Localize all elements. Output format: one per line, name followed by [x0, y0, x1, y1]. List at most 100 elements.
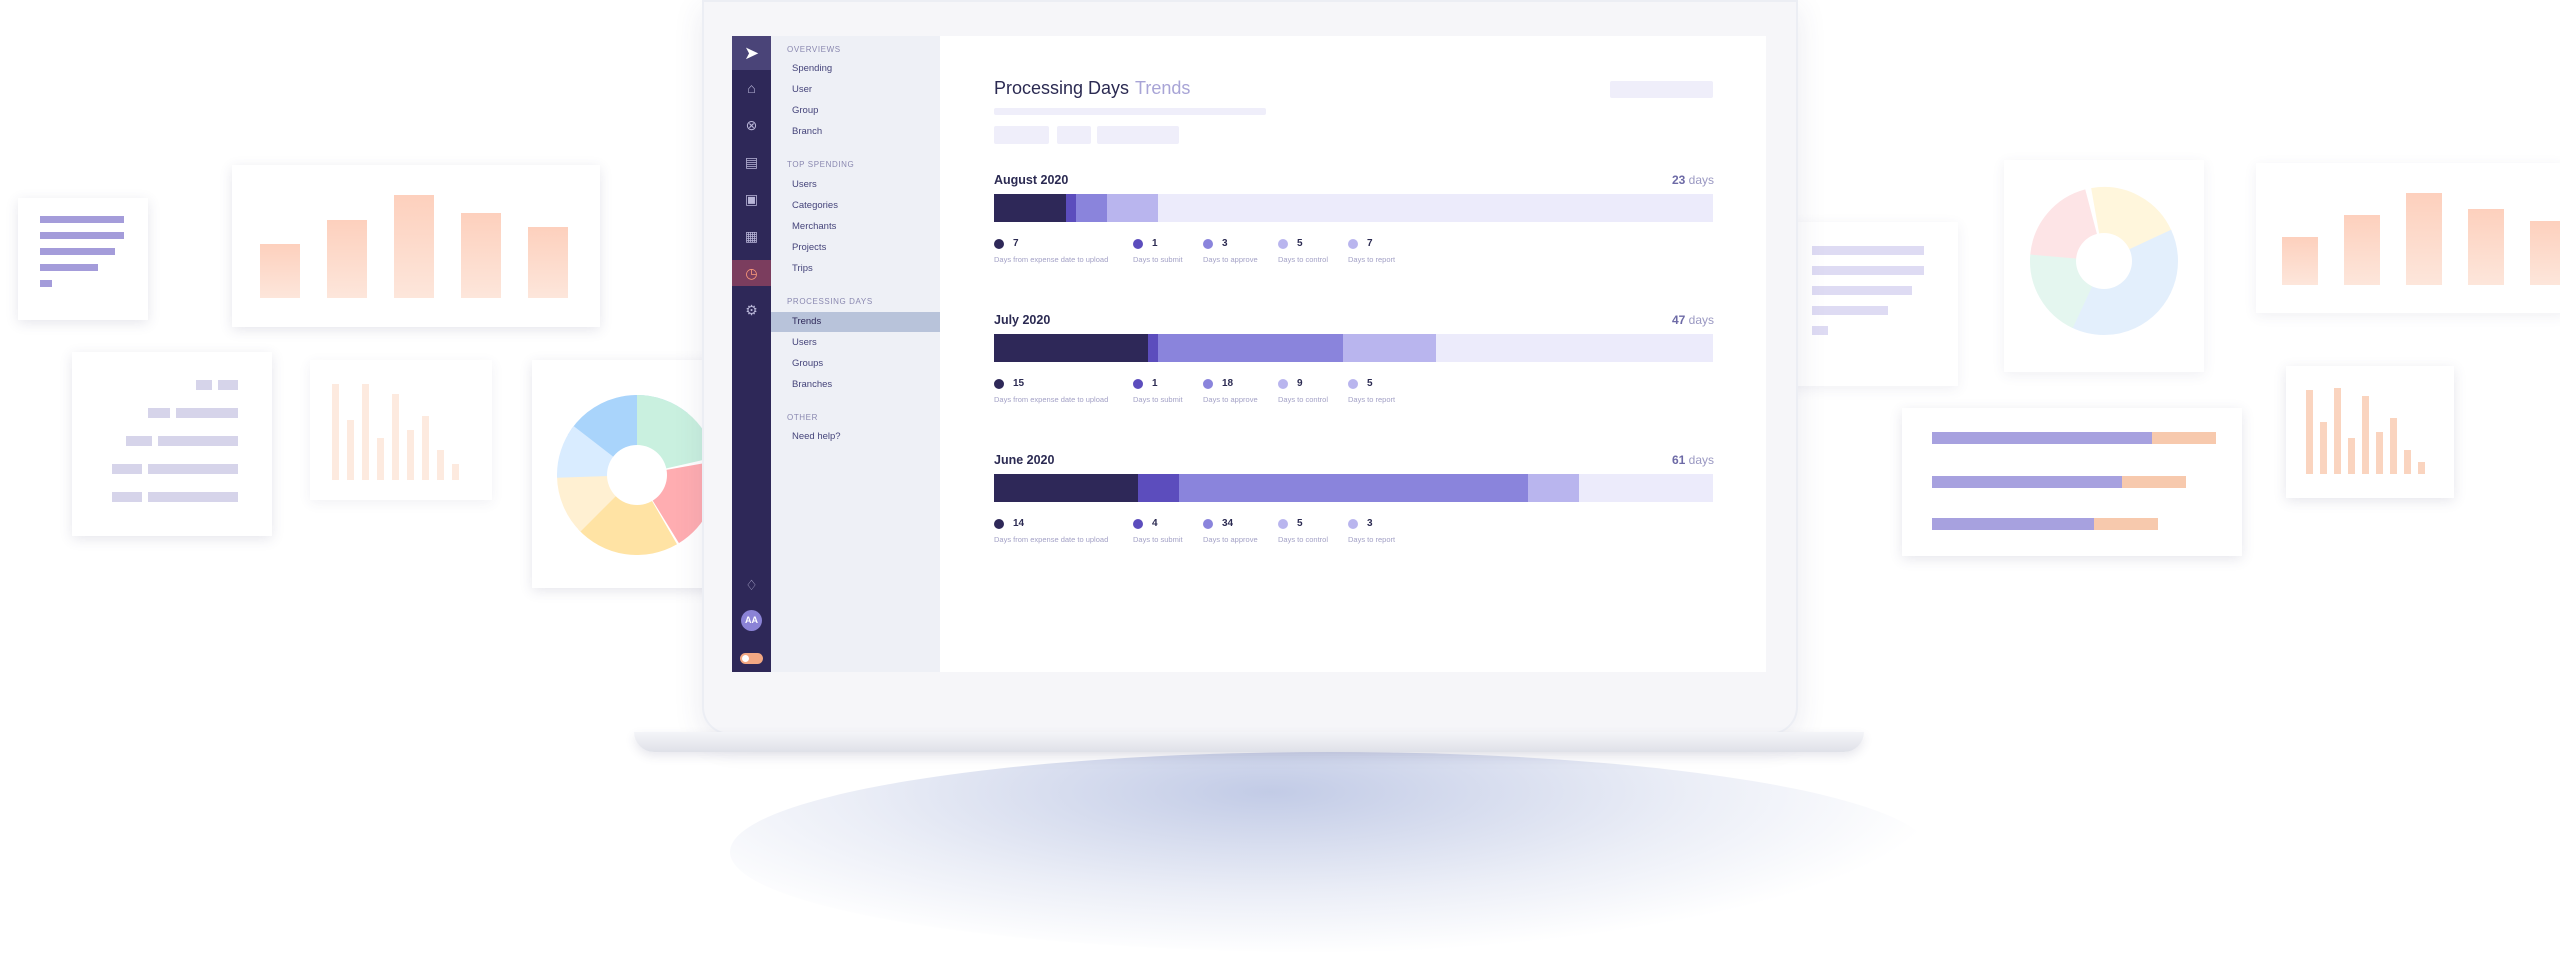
legend-label: Days to control	[1278, 535, 1329, 544]
sidebar-item-categories[interactable]: Categories	[792, 200, 838, 211]
legend-value: 3	[1222, 238, 1228, 249]
legend-label: Days to report	[1348, 255, 1396, 264]
decor-bar-card-right	[2256, 163, 2560, 313]
decor-text-card-right	[1790, 222, 1958, 386]
sidebar-item-user[interactable]: User	[792, 84, 813, 95]
sidebar-item-trends[interactable]: Trends	[771, 312, 940, 332]
theme-toggle[interactable]	[740, 653, 763, 664]
decor-donut-card	[532, 360, 732, 588]
sidebar-item-branch[interactable]: Branch	[792, 126, 823, 137]
month-total-days: 61 days	[1672, 453, 1714, 467]
invoice-icon[interactable]: ▦	[744, 228, 759, 244]
bar-segment[interactable]	[1106, 194, 1159, 222]
legend-dot	[1278, 519, 1288, 529]
gear-icon[interactable]: ⚙	[745, 302, 758, 318]
decor-bar-card	[232, 165, 600, 327]
icon-rail: ➤ ⌂ ⊗ ▤ ▣ ▦ ◷ ⚙ ♢ AA	[732, 36, 771, 672]
placeholder-filter[interactable]	[1610, 81, 1713, 98]
legend-value: 15	[1013, 378, 1025, 389]
sidebar-item-groups[interactable]: Groups	[792, 358, 824, 369]
bar-segment[interactable]	[1528, 474, 1580, 502]
main-content: Processing Days Trends August 2020 23 day…	[940, 36, 1766, 672]
decor-hbar-card	[1902, 408, 2242, 556]
processing-days-bar[interactable]	[994, 194, 1713, 222]
bar-segment[interactable]	[1148, 334, 1159, 362]
legend-label: Days from expense date to upload	[994, 395, 1109, 404]
sidebar-item-users[interactable]: Users	[792, 179, 817, 190]
sidebar-section-title: OTHER	[787, 413, 818, 422]
total-days-unit: days	[1688, 313, 1714, 327]
month-title: August 2020	[994, 173, 1069, 187]
legend-value: 7	[1367, 238, 1373, 249]
placeholder-chip[interactable]	[1057, 126, 1091, 144]
legend-value: 1	[1152, 238, 1158, 249]
legend-value: 9	[1297, 378, 1303, 389]
legend-dot	[994, 519, 1004, 529]
legend-value: 18	[1222, 378, 1234, 389]
bar-segment[interactable]	[1178, 474, 1529, 502]
legend-dot	[1133, 239, 1143, 249]
legend-dot	[1133, 379, 1143, 389]
legend-dot	[994, 379, 1004, 389]
month-title: June 2020	[994, 453, 1055, 467]
processing-days-bar[interactable]	[994, 334, 1713, 362]
sidebar-item-group[interactable]: Group	[792, 105, 819, 116]
legend-dot	[1278, 379, 1288, 389]
legend-dot	[1278, 239, 1288, 249]
decor-thin-bar-card	[310, 360, 492, 500]
home-icon[interactable]: ⌂	[747, 80, 756, 96]
legend-label: Days to control	[1278, 255, 1329, 264]
bar-segment[interactable]	[994, 334, 1149, 362]
legend-dot	[1133, 519, 1143, 529]
month-total-days: 47 days	[1672, 313, 1714, 327]
legend-value: 5	[1367, 378, 1373, 389]
total-days-value: 23	[1671, 173, 1686, 187]
close-icon[interactable]: ⊗	[745, 117, 758, 133]
bar-segment[interactable]	[994, 474, 1138, 502]
tab-trends[interactable]: Trends	[1135, 78, 1191, 98]
page-title: Processing Days	[994, 78, 1130, 98]
sidebar-item-spending[interactable]: Spending	[792, 63, 833, 74]
bar-segment[interactable]	[1076, 194, 1107, 222]
legend-dot	[1348, 239, 1358, 249]
legend-label: Days to submit	[1133, 535, 1183, 544]
legend-value: 3	[1367, 518, 1373, 529]
logo-icon[interactable]: ➤	[732, 36, 771, 70]
bar-segment[interactable]	[1065, 194, 1077, 222]
bar-segment[interactable]	[1158, 334, 1344, 362]
legend-label: Days to approve	[1203, 255, 1258, 264]
legend-value: 5	[1297, 238, 1303, 249]
legend-dot	[1203, 379, 1213, 389]
legend-dot	[1203, 239, 1213, 249]
placeholder-chip[interactable]	[994, 126, 1049, 144]
sidebar-item-branches[interactable]: Branches	[792, 379, 833, 390]
decor-table-card	[72, 352, 272, 536]
decor-thin-bar-card-right	[2286, 366, 2454, 498]
bar-segment[interactable]	[994, 194, 1066, 222]
legend-dot	[1203, 519, 1213, 529]
sidebar-item-merchants[interactable]: Merchants	[792, 221, 837, 232]
clock-icon[interactable]: ◷	[732, 260, 771, 286]
sidebar-item-processing-users[interactable]: Users	[792, 337, 817, 348]
avatar[interactable]: AA	[741, 610, 762, 631]
card-icon[interactable]: ▣	[744, 191, 759, 207]
placeholder-chip[interactable]	[1097, 126, 1179, 144]
processing-days-bar[interactable]	[994, 474, 1713, 502]
legend-value: 34	[1222, 518, 1234, 529]
laptop-shadow	[730, 752, 1930, 952]
sidebar-item-need-help[interactable]: Need help?	[792, 431, 841, 442]
legend-label: Days to approve	[1203, 395, 1258, 404]
receipt-icon[interactable]: ▤	[744, 154, 759, 170]
legend-label: Days to approve	[1203, 535, 1258, 544]
bar-segment[interactable]	[1343, 334, 1436, 362]
sidebar-section-title: PROCESSING DAYS	[787, 297, 873, 306]
decor-text-card	[18, 198, 148, 320]
sidebar-item-projects[interactable]: Projects	[792, 242, 827, 253]
bell-icon[interactable]: ♢	[745, 577, 758, 593]
legend-value: 7	[1013, 238, 1019, 249]
month-title: July 2020	[994, 313, 1051, 327]
legend-value: 14	[1013, 518, 1025, 529]
sidebar-item-trips[interactable]: Trips	[792, 263, 813, 274]
legend-label: Days to submit	[1133, 395, 1183, 404]
bar-segment[interactable]	[1137, 474, 1179, 502]
